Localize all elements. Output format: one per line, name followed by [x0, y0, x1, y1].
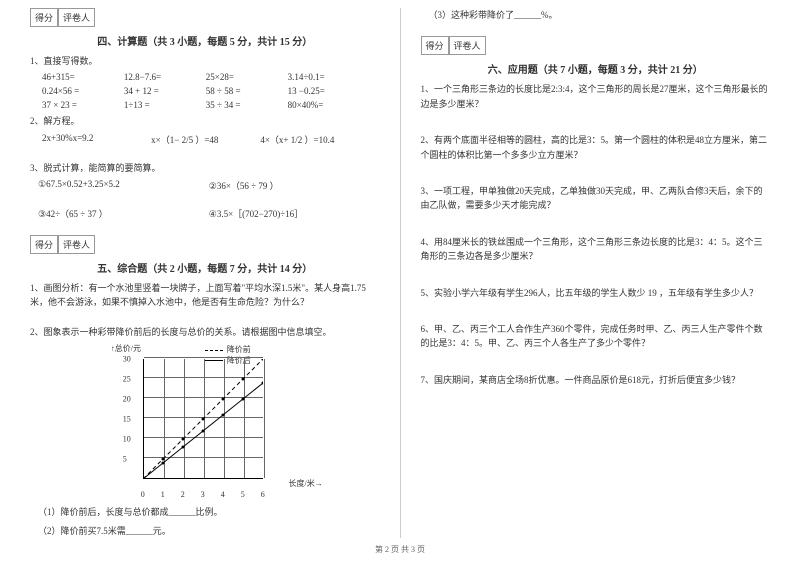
q5-2-sub1: （1）降价前后，长度与总价都成______比例。 — [30, 505, 380, 519]
arrow-right-icon: → — [315, 479, 323, 488]
legend-label: 降价前 — [227, 345, 251, 355]
score-box: 得分 评卷人 — [30, 235, 95, 254]
eq-item: x×（1− 2/5 ）=48 — [151, 133, 260, 146]
score-label: 得分 — [30, 8, 58, 27]
eq-row: 2x+30%x=9.2 x×（1− 2/5 ）=48 4×（x+ 1/2 ）=1… — [30, 133, 380, 146]
calc-item: 46+315= — [42, 72, 124, 82]
calc-item: 25×28= — [206, 72, 288, 82]
calc-row-3: 37 × 23 = 1÷13 = 35 ÷ 34 = 80×40%= — [30, 100, 380, 110]
legend-before: 降价前 — [205, 345, 251, 355]
calc-row-1: 46+315= 12.8−7.6= 25×28= 3.14÷0.1= — [30, 72, 380, 82]
xtick: 0 — [141, 490, 145, 499]
calc-item: 12.8−7.6= — [124, 72, 206, 82]
right-column: （3）这种彩带降价了______%。 得分 评卷人 六、应用题（共 7 小题，每… — [421, 8, 771, 538]
q6-3: 3、一项工程，甲单独做20天完成，乙单独做30天完成，甲、乙两队合修3天后，余下… — [421, 184, 771, 213]
q5-2: 2、图象表示一种彩带降价前后的长度与总价的关系。请根据图中信息填空。 — [30, 325, 380, 339]
calc-item: 0.24×56 = — [42, 86, 124, 96]
calc-item: 3.14÷0.1= — [288, 72, 370, 82]
calc-item: ③42÷（65 ÷ 37 ） — [38, 207, 209, 220]
xtick: 1 — [161, 490, 165, 499]
q5-1: 1、画图分析：有一个水池里竖着一块牌子，上面写着"平均水深1.5米"。某人身高1… — [30, 281, 380, 310]
score-label: 得分 — [421, 36, 449, 55]
xtick: 2 — [181, 490, 185, 499]
chart-container: 降价前 降价后 ↑总价/元 长度/米→ 5 10 15 20 25 — [30, 347, 380, 497]
calc-item: ④3.5×［(702−270)÷16］ — [209, 207, 380, 220]
q5-2-sub3: （3）这种彩带降价了______%。 — [421, 8, 771, 22]
section4-header: 得分 评卷人 — [30, 8, 380, 27]
score-box: 得分 评卷人 — [421, 36, 486, 55]
ytick: 10 — [123, 435, 131, 444]
ytick: 5 — [123, 455, 127, 464]
q6-4: 4、用84厘米长的铁丝围成一个三角形，这个三角形三条边长度的比是3：4：5。这个… — [421, 235, 771, 264]
ytick: 15 — [123, 415, 131, 424]
q6-2: 2、有两个底面半径相等的圆柱，高的比是3：5。第一个圆柱的体积是48立方厘米，第… — [421, 133, 771, 162]
score-box: 得分 评卷人 — [30, 8, 95, 27]
q6-1: 1、一个三角形三条边的长度比是2:3:4，这个三角形的周长是27厘米，这个三角形… — [421, 82, 771, 111]
calc-item: 35 ÷ 34 = — [206, 100, 288, 110]
legend-dash-icon — [205, 350, 223, 351]
calc-item: 37 × 23 = — [42, 100, 124, 110]
calc-row-2: 0.24×56 = 34 + 12 = 58 ÷ 58 = 13 −0.25= — [30, 86, 380, 96]
xtick: 6 — [261, 490, 265, 499]
q6-6: 6、甲、乙、丙三个工人合作生产360个零件，完成任务时甲、乙、丙三人生产零件个数… — [421, 322, 771, 351]
left-column: 得分 评卷人 四、计算题（共 3 小题，每题 5 分，共计 15 分） 1、直接… — [30, 8, 380, 538]
section5-header: 得分 评卷人 — [30, 235, 380, 254]
q5-2-sub2: （2）降价前买7.5米需______元。 — [30, 524, 380, 538]
section5-title: 五、综合题（共 2 小题，每题 7 分，共计 14 分） — [30, 260, 380, 275]
grader-label: 评卷人 — [58, 8, 95, 27]
column-divider — [400, 8, 401, 538]
chart-lines — [143, 359, 263, 479]
page-footer: 第 2 页 共 3 页 — [30, 544, 770, 555]
q4-2: 2、解方程。 — [30, 114, 380, 128]
eq-item: 2x+30%x=9.2 — [42, 133, 151, 146]
section4-title: 四、计算题（共 3 小题，每题 5 分，共计 15 分） — [30, 33, 380, 48]
score-label: 得分 — [30, 235, 58, 254]
xtick: 4 — [221, 490, 225, 499]
calc-pair-1: ①67.5×0.52+3.25×5.2 ②36×（56 ÷ 79 ） — [30, 179, 380, 192]
calc-item: 58 ÷ 58 = — [206, 86, 288, 96]
ytick: 25 — [123, 375, 131, 384]
eq-item: 4×（x+ 1/2 ）=10.4 — [260, 133, 369, 146]
q6-5: 5、实验小学六年级有学生296人，比五年级的学生人数少 19 ，五年级有学生多少… — [421, 286, 771, 300]
section6-header: 得分 评卷人 — [421, 36, 771, 55]
calc-item: 34 + 12 = — [124, 86, 206, 96]
calc-item: 80×40%= — [288, 100, 370, 110]
q4-3: 3、脱式计算，能简算的要简算。 — [30, 161, 380, 175]
calc-item: 1÷13 = — [124, 100, 206, 110]
price-chart: 降价前 降价后 ↑总价/元 长度/米→ 5 10 15 20 25 — [115, 347, 295, 497]
calc-pair-2: ③42÷（65 ÷ 37 ） ④3.5×［(702−270)÷16］ — [30, 207, 380, 220]
grader-label: 评卷人 — [58, 235, 95, 254]
calc-item: ①67.5×0.52+3.25×5.2 — [38, 179, 209, 192]
ytick: 30 — [123, 355, 131, 364]
ytick: 20 — [123, 395, 131, 404]
x-axis-label: 长度/米→ — [289, 478, 323, 489]
q6-7: 7、国庆期间，某商店全场8折优惠。一件商品原价是618元，打折后便宜多少钱？ — [421, 373, 771, 387]
calc-item: ②36×（56 ÷ 79 ） — [209, 179, 380, 192]
xtick: 5 — [241, 490, 245, 499]
y-axis-label: ↑总价/元 — [111, 343, 141, 354]
calc-item: 13 −0.25= — [288, 86, 370, 96]
section6-title: 六、应用题（共 7 小题，每题 3 分，共计 21 分） — [421, 61, 771, 76]
q4-1: 1、直接写得数。 — [30, 54, 380, 68]
grader-label: 评卷人 — [449, 36, 486, 55]
xtick: 3 — [201, 490, 205, 499]
